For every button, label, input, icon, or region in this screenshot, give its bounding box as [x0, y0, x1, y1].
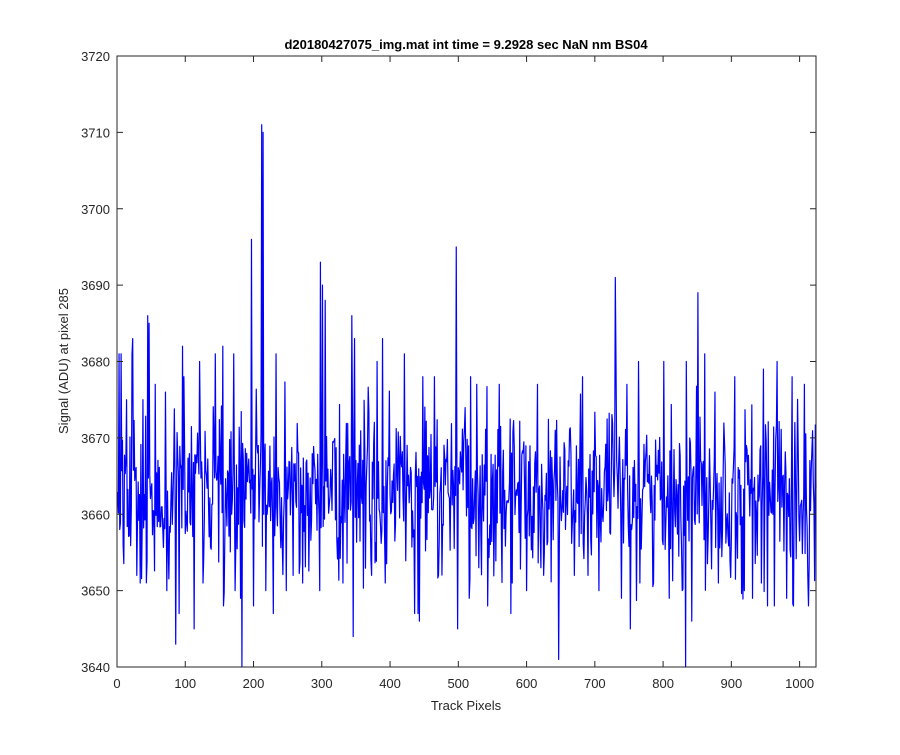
y-tick-label: 3690 [81, 278, 110, 293]
y-tick-label: 3670 [81, 431, 110, 446]
y-tick-label: 3710 [81, 125, 110, 140]
x-tick-label: 300 [311, 676, 333, 691]
x-tick-label: 800 [652, 676, 674, 691]
x-tick-label: 200 [243, 676, 265, 691]
y-tick-label: 3720 [81, 49, 110, 64]
y-tick-label: 3660 [81, 507, 110, 522]
x-tick-label: 1000 [785, 676, 814, 691]
tick-labels-layer: 0 100 200 300 400 500 600 700 800 900 1000 3640 3650… [81, 49, 814, 691]
y-tick-label: 3640 [81, 660, 110, 675]
x-tick-label: 700 [584, 676, 606, 691]
x-tick-label: 500 [447, 676, 469, 691]
x-tick-label: 0 [113, 676, 120, 691]
x-tick-label: 400 [379, 676, 401, 691]
chart-title: d20180427075_img.mat int time = 9.2928 s… [284, 37, 648, 52]
y-axis-label: Signal (ADU) at pixel 285 [56, 288, 71, 434]
x-tick-label: 100 [174, 676, 196, 691]
signal-series-line [117, 124, 817, 668]
plot-area [117, 56, 816, 667]
x-axis-label: Track Pixels [431, 698, 502, 713]
y-tick-label: 3700 [81, 202, 110, 217]
x-tick-label: 900 [721, 676, 743, 691]
y-tick-label: 3650 [81, 584, 110, 599]
series-layer [117, 124, 817, 668]
y-tick-label: 3680 [81, 355, 110, 370]
axes-box [116, 55, 817, 668]
x-tick-label: 600 [516, 676, 538, 691]
